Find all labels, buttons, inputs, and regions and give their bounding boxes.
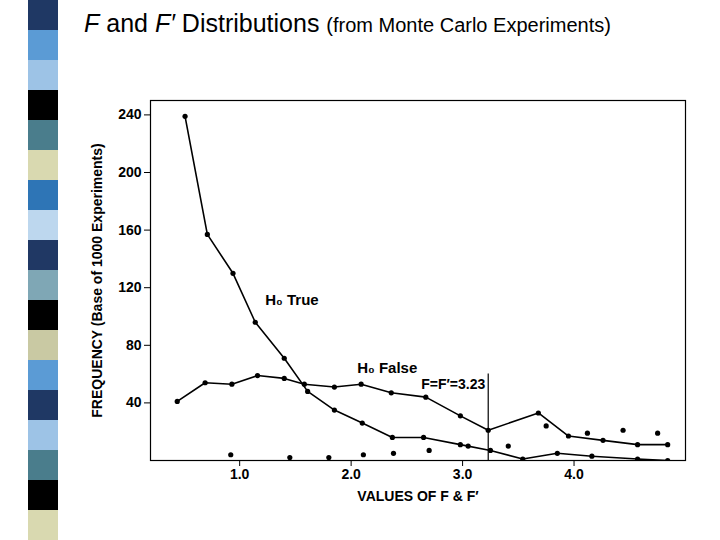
svg-text:80: 80 [126,337,142,353]
svg-text:FREQUENCY (Base of 1000 Experi: FREQUENCY (Base of 1000 Experiments) [89,143,105,417]
html-text:F and F′ Distributions (from M: F and F′ Distributions (from Monte Carlo… [84,9,611,37]
svg-text:1.0: 1.0 [230,466,250,482]
svg-text:H₀ False: H₀ False [357,359,417,376]
svg-text:40: 40 [126,394,142,410]
svg-text:2.0: 2.0 [341,466,361,482]
svg-text:120: 120 [118,279,142,295]
svg-text:200: 200 [118,164,142,180]
svg-text:4.0: 4.0 [564,466,584,482]
svg-text:3.0: 3.0 [453,466,473,482]
svg-text:F=F′=3.23: F=F′=3.23 [421,376,485,392]
svg-text:H₀ True: H₀ True [265,291,318,308]
svg-text:240: 240 [118,106,142,122]
svg-text:VALUES OF F & F′: VALUES OF F & F′ [357,488,479,504]
svg-text:160: 160 [118,222,142,238]
